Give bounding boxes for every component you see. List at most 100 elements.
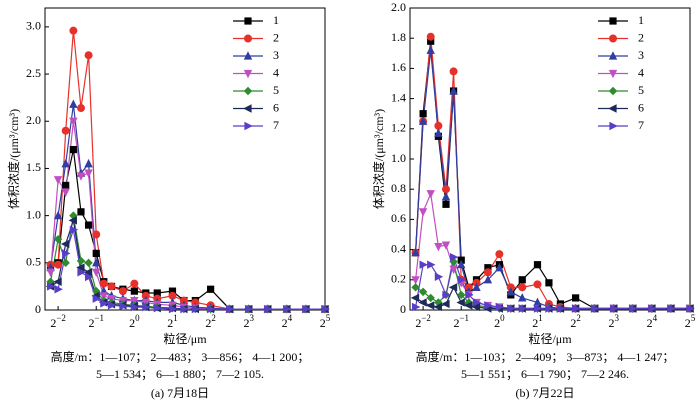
marker: [130, 279, 139, 288]
marker: [465, 290, 474, 300]
legend-label: 3: [638, 48, 644, 62]
marker: [68, 216, 77, 225]
marker: [426, 32, 435, 41]
marker: [168, 291, 177, 300]
y-tick-label: 1.4: [391, 90, 406, 104]
marker: [449, 265, 458, 275]
legend-label: 7: [638, 118, 644, 132]
marker: [518, 276, 526, 284]
marker: [168, 304, 178, 314]
marker: [53, 277, 62, 286]
legend-marker: [243, 104, 252, 113]
marker: [457, 259, 466, 269]
x-tick-label: 2−2: [50, 313, 66, 330]
x-tick-label: 25: [320, 313, 331, 330]
marker: [533, 297, 542, 307]
marker: [464, 301, 473, 310]
marker: [84, 272, 94, 282]
marker: [545, 279, 553, 287]
legend-label: 5: [638, 83, 644, 97]
legend-marker: [608, 104, 617, 113]
marker: [61, 126, 70, 135]
marker: [425, 301, 435, 310]
marker: [533, 280, 542, 289]
legend-label: 2: [273, 30, 279, 44]
marker: [410, 293, 420, 303]
marker: [92, 258, 101, 267]
marker: [84, 221, 93, 229]
y-tick-label: 0: [35, 302, 41, 316]
legend-marker: [243, 51, 253, 60]
marker: [426, 293, 435, 303]
marker: [76, 263, 85, 272]
marker: [495, 262, 504, 272]
marker: [84, 158, 93, 168]
marker: [245, 304, 254, 314]
y-tick-label: 1.6: [391, 60, 406, 74]
marker: [153, 303, 163, 313]
marker: [92, 230, 101, 239]
marker: [76, 172, 86, 181]
marker: [434, 121, 443, 130]
y-tick-label: 0.5: [26, 255, 41, 269]
marker: [46, 282, 56, 291]
y-axis-label: 体积浓度/(μm³/cm³): [6, 109, 21, 209]
marker: [427, 37, 435, 45]
legend-marker: [243, 69, 253, 79]
marker: [84, 51, 93, 60]
legend-marker: [243, 86, 253, 96]
marker: [449, 67, 458, 76]
marker: [207, 304, 216, 314]
marker: [130, 287, 138, 295]
marker: [61, 188, 70, 197]
marker: [426, 190, 435, 199]
marker: [419, 260, 428, 269]
marker: [180, 304, 189, 314]
marker: [69, 99, 78, 108]
marker: [484, 264, 492, 272]
legend-label: 4: [638, 65, 644, 79]
legend-marker: [244, 17, 252, 25]
marker: [506, 287, 515, 296]
caption: (a) 7月18日: [151, 386, 209, 400]
marker: [442, 290, 451, 300]
marker: [69, 26, 78, 35]
y-tick-label: 1.2: [391, 121, 406, 135]
note: 高度/m：1—103； 2—409； 3—873； 4—1 247；: [416, 349, 675, 364]
legend-marker: [608, 86, 618, 96]
marker: [207, 285, 215, 293]
y-tick-label: 0.4: [391, 241, 406, 255]
marker: [69, 145, 77, 154]
marker: [484, 301, 493, 310]
marker: [457, 275, 467, 284]
marker: [119, 302, 128, 311]
marker: [69, 117, 78, 127]
y-tick-label: 0.8: [391, 181, 406, 195]
x-tick-label: 2−1: [453, 313, 469, 330]
series-line: [415, 254, 690, 310]
marker: [610, 304, 619, 313]
marker: [130, 302, 140, 312]
marker: [441, 299, 450, 309]
y-tick-label: 0: [400, 302, 406, 316]
marker: [507, 304, 516, 313]
marker: [69, 211, 78, 220]
legend-label: 7: [273, 118, 279, 132]
legend-marker: [608, 51, 618, 60]
legend-label: 2: [638, 30, 644, 44]
marker: [61, 258, 70, 268]
marker: [518, 293, 527, 302]
marker: [168, 287, 177, 295]
caption: (b) 7月22日: [516, 386, 575, 400]
marker: [449, 252, 459, 262]
legend-marker: [244, 34, 252, 43]
note: 5—1 534； 6—1 880； 7—2 105.: [96, 367, 264, 381]
marker: [118, 287, 127, 296]
marker: [142, 302, 151, 312]
marker: [472, 298, 482, 307]
marker: [411, 283, 420, 292]
legend-marker: [244, 121, 253, 131]
marker: [226, 304, 235, 314]
marker: [572, 294, 580, 302]
marker: [667, 304, 676, 313]
